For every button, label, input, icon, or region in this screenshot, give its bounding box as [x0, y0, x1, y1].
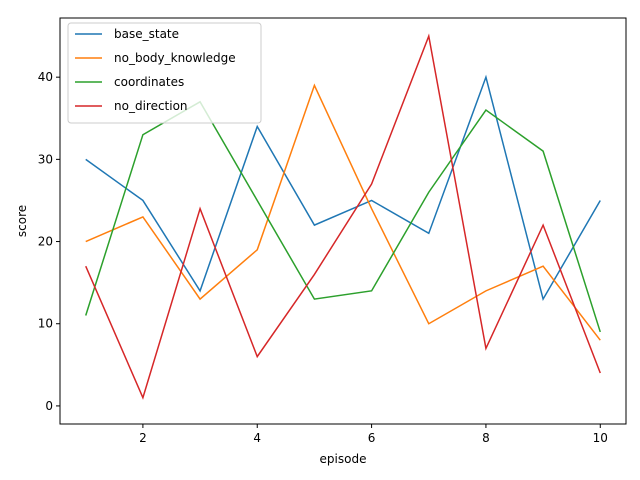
series-line-no_body_knowledge	[85, 83, 601, 341]
y-tick-label: 30	[38, 152, 53, 166]
series-no_body_knowledge	[85, 83, 601, 341]
legend-label-no_direction: no_direction	[114, 99, 188, 113]
x-tick-label: 4	[253, 431, 261, 445]
y-tick-label: 10	[38, 317, 53, 331]
legend: base_state no_body_knowledge coordinates no…	[67, 22, 262, 124]
plot-frame	[59, 17, 627, 425]
legend-label-base_state: base_state	[114, 27, 179, 41]
x-axis-label: episode	[320, 452, 367, 466]
x-tick-label: 6	[368, 431, 376, 445]
series-line-no_direction	[85, 33, 601, 400]
y-axis-label: score	[15, 205, 29, 237]
x-tick-label: 8	[482, 431, 490, 445]
legend-label-no_body_knowledge: no_body_knowledge	[114, 51, 236, 65]
legend-label-coordinates: coordinates	[114, 75, 184, 89]
legend-box	[67, 22, 262, 124]
x-tick-label: 10	[593, 431, 608, 445]
series-no_direction	[85, 33, 601, 400]
y-tick-label: 40	[38, 70, 53, 84]
series-layer	[85, 33, 601, 400]
x-tick-label: 2	[139, 431, 147, 445]
y-tick-label: 20	[38, 235, 53, 249]
x-axis-ticks: 2 4 6 8 10	[139, 424, 608, 445]
series-line-base_state	[85, 74, 601, 302]
series-base_state	[85, 74, 601, 302]
y-axis-ticks: 0 10 20 30 40	[38, 70, 60, 413]
y-tick-label: 0	[45, 399, 53, 413]
